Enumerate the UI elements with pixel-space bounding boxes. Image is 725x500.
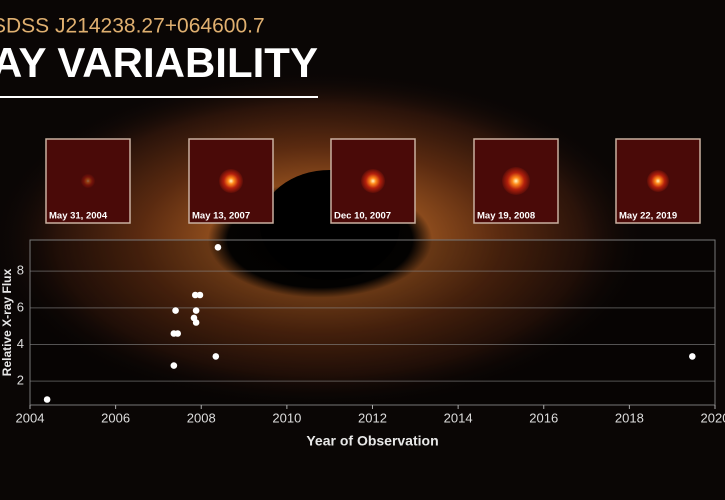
data-point — [214, 244, 222, 251]
thumbnail-date: May 22, 2019 — [619, 211, 677, 222]
x-axis-label: Year of Observation — [306, 433, 438, 449]
y-tick-label: 2 — [17, 373, 24, 388]
thumbnail-date: May 19, 2008 — [477, 211, 535, 222]
plot-area — [29, 239, 716, 406]
thumbnail-date: May 13, 2007 — [192, 211, 250, 222]
x-tick-label: 2014 — [444, 410, 473, 425]
data-point — [196, 291, 204, 299]
thumbnail-date: May 31, 2004 — [49, 211, 108, 222]
thumbnails: May 31, 2004 May 13, 2007 Dec 10, 2007 May … — [45, 138, 701, 224]
x-tick-label: 2010 — [272, 410, 301, 425]
thumbnail-frame — [473, 138, 559, 224]
x-tick-label: 2020 — [701, 410, 725, 425]
x-tick-label: 2006 — [101, 410, 130, 425]
thumbnail-source — [647, 170, 669, 192]
data-point — [192, 319, 200, 326]
data-point — [212, 353, 220, 360]
heading: AY VARIABILITY — [0, 39, 318, 86]
x-tick-label: 2016 — [529, 410, 558, 425]
data-point — [192, 307, 200, 314]
plot: 2 4 6 8 2004 2006 2008 2010 2012 2014 2016 2018 2020… — [0, 244, 725, 449]
y-tick-label: 8 — [17, 263, 24, 278]
thumbnail-source — [502, 167, 530, 195]
x-tick-label: 2018 — [615, 410, 644, 425]
data-point — [689, 353, 696, 360]
thumbnail-source — [81, 174, 95, 188]
data-point — [43, 396, 51, 403]
data-point — [191, 291, 199, 299]
data-point — [170, 362, 178, 369]
y-tick-label: 4 — [17, 336, 24, 351]
x-tick-label: 2008 — [187, 410, 216, 425]
thumbnail-source — [361, 169, 385, 193]
thumbnail-date: Dec 10, 2007 — [334, 211, 391, 222]
x-tick-label: 2012 — [358, 410, 387, 425]
subtitle: SDSS J214238.27+064600.7 — [0, 15, 265, 38]
data-point — [172, 307, 179, 314]
y-axis-label: Relative X-ray Flux — [0, 268, 14, 376]
thumbnail-frame — [615, 138, 701, 224]
thumbnail-source — [219, 169, 243, 193]
data-point — [174, 330, 182, 337]
x-tick-label: 2004 — [16, 410, 45, 425]
y-tick-label: 6 — [17, 299, 24, 314]
